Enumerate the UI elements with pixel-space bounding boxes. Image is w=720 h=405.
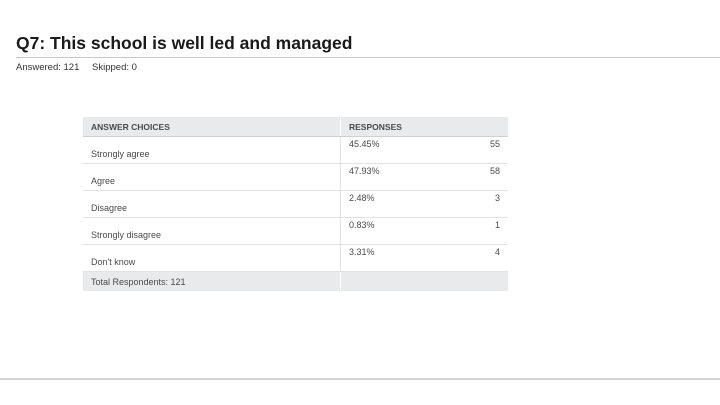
table-row: Strongly disagree 0.83% 1 [83, 217, 508, 245]
header-answer-choices: ANSWER CHOICES [83, 117, 341, 137]
answer-choice: Strongly agree [83, 136, 341, 164]
table-header-row: ANSWER CHOICES RESPONSES [83, 117, 508, 137]
answered-count: Answered: 121 [16, 62, 80, 73]
answer-choice: Agree [83, 163, 341, 191]
response-percent: 2.48% [349, 193, 375, 203]
answer-choice: Don't know [83, 244, 341, 272]
table-row: Agree 47.93% 58 [83, 163, 508, 191]
total-respondents: Total Respondents: 121 [83, 271, 341, 291]
response-count: 58 [489, 166, 500, 176]
response-percent: 45.45% [349, 139, 380, 149]
response-count: 4 [494, 247, 500, 257]
skipped-count: Skipped: 0 [92, 62, 137, 73]
response-cell: 3.31% 4 [340, 244, 508, 272]
question-title: Q7: This school is well led and managed [16, 33, 353, 53]
response-stats: Answered: 121 Skipped: 0 [16, 62, 147, 73]
table-row: Don't know 3.31% 4 [83, 244, 508, 272]
results-table: ANSWER CHOICES RESPONSES Strongly agree … [83, 117, 508, 291]
response-cell: 47.93% 58 [340, 163, 508, 191]
table-footer-row: Total Respondents: 121 [83, 271, 508, 291]
answer-choice: Disagree [83, 190, 341, 218]
title-divider [16, 57, 720, 58]
response-cell: 2.48% 3 [340, 190, 508, 218]
response-percent: 3.31% [349, 247, 375, 257]
response-count: 3 [494, 193, 500, 203]
response-percent: 0.83% [349, 220, 375, 230]
table-row: Disagree 2.48% 3 [83, 190, 508, 218]
response-cell: 0.83% 1 [340, 217, 508, 245]
response-cell: 45.45% 55 [340, 136, 508, 164]
table-row: Strongly agree 45.45% 55 [83, 136, 508, 164]
answer-choice: Strongly disagree [83, 217, 341, 245]
header-responses: RESPONSES [340, 117, 508, 137]
bottom-divider [0, 378, 720, 380]
response-count: 1 [494, 220, 500, 230]
response-count: 55 [489, 139, 500, 149]
footer-empty-cell [340, 271, 508, 291]
response-percent: 47.93% [349, 166, 380, 176]
